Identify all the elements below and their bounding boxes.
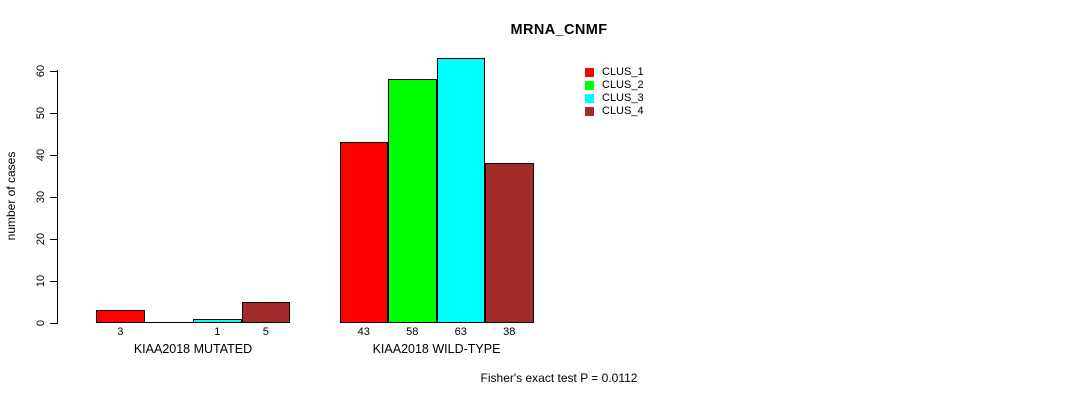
legend-swatch-clus_4: [585, 107, 594, 116]
y-tick-label: 40: [35, 148, 47, 162]
y-tick-label: 30: [35, 190, 47, 204]
legend-label: CLUS_2: [602, 79, 644, 91]
bar-clus_1-group1: [96, 310, 145, 323]
y-tick-mark: [50, 238, 57, 240]
legend-item-clus_3: CLUS_3: [585, 92, 644, 105]
y-tick-label: 50: [35, 106, 47, 120]
bar-value-label: 1: [214, 326, 221, 338]
legend-item-clus_2: CLUS_2: [585, 79, 644, 92]
bar-value-label: 43: [357, 326, 370, 338]
legend-label: CLUS_4: [602, 105, 644, 117]
bar-clus_3-group1: [193, 319, 242, 323]
legend-swatch-clus_1: [585, 68, 594, 77]
y-axis-line: [57, 70, 58, 324]
legend-swatch-clus_3: [585, 94, 594, 103]
bar-clus_2-group2: [388, 79, 437, 323]
y-tick-mark: [50, 154, 57, 156]
legend-label: CLUS_1: [602, 66, 644, 78]
y-tick-mark: [50, 112, 57, 114]
y-tick-label: 10: [35, 274, 47, 288]
y-tick-mark: [50, 70, 57, 72]
bar-clus_1-group2: [339, 142, 388, 323]
bar-clus_3-group2: [436, 58, 485, 323]
legend-swatch-clus_2: [585, 81, 594, 90]
y-tick-mark: [50, 322, 57, 324]
legend-label: CLUS_3: [602, 92, 644, 104]
bar-value-label: 5: [262, 326, 269, 338]
y-axis-title: number of cases: [4, 151, 18, 241]
x-group-label: KIAA2018 WILD-TYPE: [372, 342, 501, 356]
y-tick-mark: [50, 196, 57, 198]
bar-clus_4-group2: [485, 163, 534, 323]
legend-item-clus_4: CLUS_4: [585, 105, 644, 118]
y-tick-mark: [50, 280, 57, 282]
bar-value-label: 63: [454, 326, 467, 338]
bar-value-label: 38: [503, 326, 516, 338]
legend-item-clus_1: CLUS_1: [585, 66, 644, 79]
y-tick-label: 20: [35, 232, 47, 246]
y-tick-label: 60: [35, 64, 47, 78]
bar-clus_4-group1: [241, 302, 290, 323]
x-group-label: KIAA2018 MUTATED: [133, 342, 253, 356]
bar-value-label: 3: [117, 326, 124, 338]
y-tick-label: 0: [35, 319, 47, 327]
chart-title: MRNA_CNMF: [510, 22, 608, 38]
fisher-test-annotation: Fisher's exact test P = 0.0112: [480, 371, 638, 385]
bar-value-label: 58: [406, 326, 419, 338]
bar-clus_2-group1: [144, 322, 193, 323]
